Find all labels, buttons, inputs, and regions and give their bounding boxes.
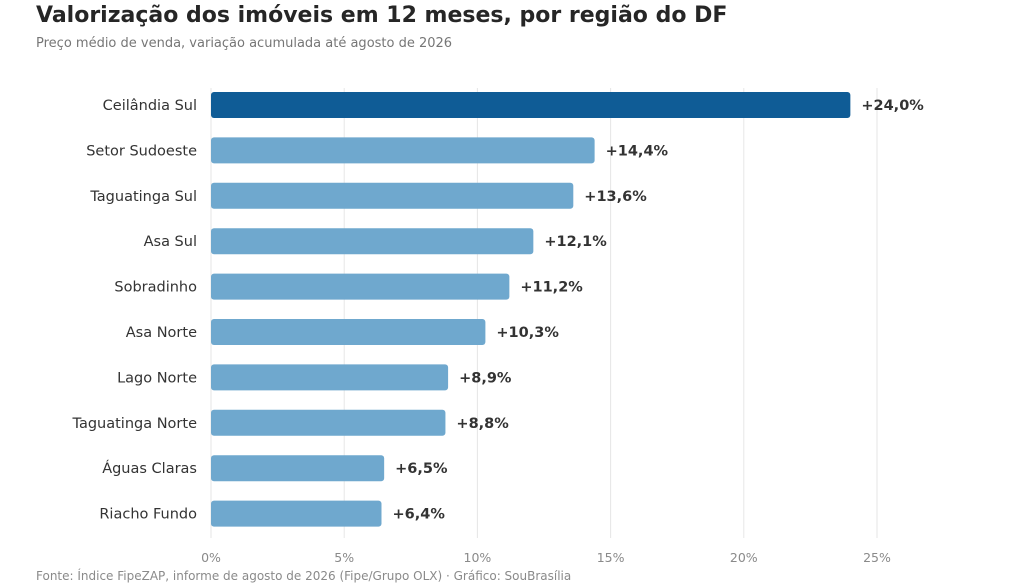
value-label: +6,5%	[395, 461, 448, 477]
x-tick-label: 10%	[464, 550, 492, 565]
category-label: Asa Norte	[126, 325, 197, 341]
category-label: Águas Claras	[102, 460, 197, 477]
value-label: +8,9%	[459, 370, 512, 386]
x-axis-ticks: 0% 5% 10% 15% 20% 25%	[201, 550, 891, 565]
x-tick-label: 20%	[730, 550, 758, 565]
x-tick-label: 25%	[863, 550, 891, 565]
bar	[211, 137, 595, 164]
source-note: Fonte: Índice FipeZAP, informe de agosto…	[36, 569, 572, 583]
bar	[211, 364, 449, 391]
bar	[211, 319, 486, 345]
value-label: +14,4%	[606, 143, 669, 159]
chart-subtitle: Preço médio de venda, variação acumulada…	[36, 36, 453, 51]
x-tick-label: 0%	[201, 550, 221, 565]
bar	[211, 409, 446, 436]
bar	[211, 92, 851, 118]
value-label: +24,0%	[861, 98, 924, 114]
value-label: +12,1%	[544, 234, 607, 250]
category-label: Asa Sul	[144, 234, 197, 250]
bar	[211, 273, 510, 300]
bar	[211, 228, 534, 255]
category-label: Lago Norte	[117, 370, 197, 386]
x-tick-label: 5%	[334, 550, 354, 565]
bar	[211, 455, 385, 482]
category-label: Sobradinho	[114, 280, 197, 296]
value-label: +8,8%	[456, 416, 509, 432]
bar	[211, 500, 382, 527]
value-label: +10,3%	[496, 325, 559, 341]
value-label: +13,6%	[584, 189, 647, 205]
bar	[211, 182, 574, 209]
category-label: Setor Sudoeste	[86, 143, 197, 159]
category-label: Ceilândia Sul	[103, 98, 197, 114]
value-label: +6,4%	[392, 507, 445, 523]
category-label: Taguatinga Sul	[89, 189, 197, 205]
value-label: +11,2%	[520, 280, 583, 296]
x-tick-label: 15%	[597, 550, 625, 565]
category-label: Taguatinga Norte	[71, 416, 197, 432]
chart-title: Valorização dos imóveis em 12 meses, por…	[36, 3, 728, 28]
bars	[211, 92, 851, 527]
labels: Ceilândia Sul +24,0% Setor Sudoeste +14,4% T…	[71, 98, 924, 523]
category-label: Riacho Fundo	[99, 507, 197, 523]
